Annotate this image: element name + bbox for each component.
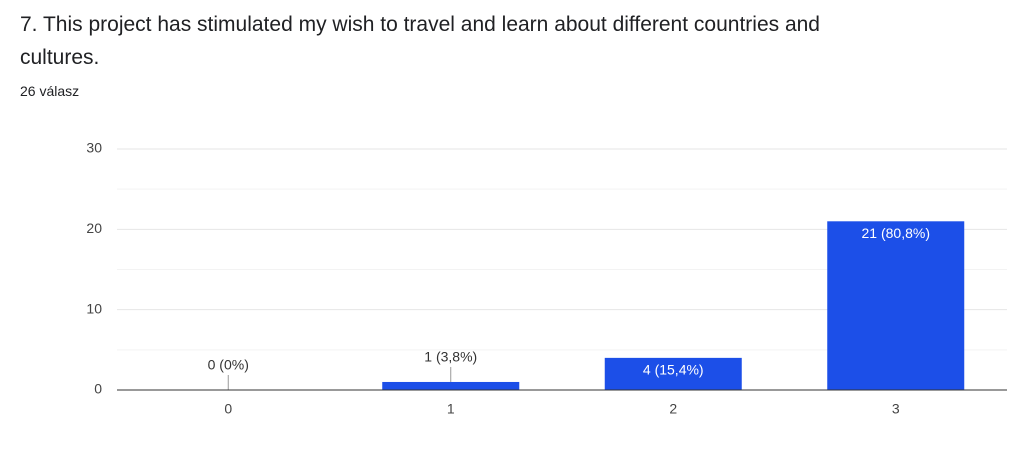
bar — [827, 221, 965, 390]
y-tick-label: 10 — [86, 300, 102, 316]
data-label: 21 (80,8%) — [862, 225, 930, 241]
x-tick-label: 0 — [224, 401, 232, 417]
y-tick-label: 0 — [94, 381, 102, 397]
data-label: 1 (3,8%) — [424, 349, 477, 365]
x-tick-label: 3 — [892, 401, 900, 417]
x-tick-label: 2 — [669, 401, 677, 417]
chart-subtitle: 26 válasz — [20, 83, 80, 99]
data-label: 4 (15,4%) — [643, 362, 704, 378]
bar — [382, 381, 520, 390]
y-tick-label: 30 — [86, 140, 102, 156]
y-tick-label: 20 — [86, 220, 102, 236]
bar — [604, 357, 742, 390]
x-tick-label: 1 — [447, 401, 455, 417]
data-label: 0 (0%) — [208, 357, 249, 373]
chart-title: 7. This project has stimulated my wish t… — [20, 13, 820, 69]
